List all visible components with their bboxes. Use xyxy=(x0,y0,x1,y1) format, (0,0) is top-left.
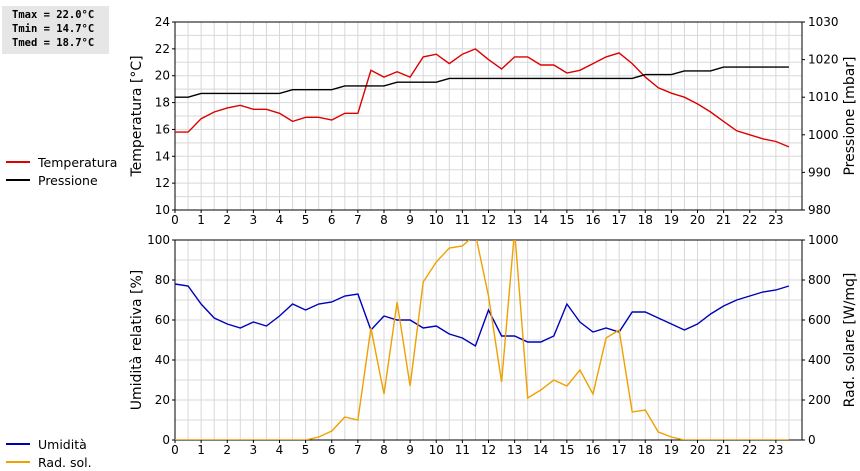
chart2-x-tick-label: 4 xyxy=(276,443,284,457)
chart2-x-tick-label: 23 xyxy=(768,443,783,457)
chart1-x-tick-label: 4 xyxy=(276,213,284,227)
tmin-label: Tmin = 14.7°C xyxy=(12,23,95,35)
legend-top: Temperatura Pressione xyxy=(6,153,117,189)
chart2-yl-tick-label: 60 xyxy=(155,313,170,327)
chart1-yl-tick-label: 24 xyxy=(155,15,170,29)
chart1-y2-axis-label: Pressione [mbar] xyxy=(842,56,858,175)
chart1-x-tick-label: 0 xyxy=(171,213,179,227)
chart1-yl-tick-label: 20 xyxy=(155,69,170,83)
chart1-y-axis-label: Temperatura [°C] xyxy=(129,55,145,177)
chart2-yr-tick-label: 400 xyxy=(808,353,831,367)
chart2-x-tick-label: 12 xyxy=(481,443,496,457)
chart2-yl-tick-label: 80 xyxy=(155,273,170,287)
chart2-x-tick-label: 16 xyxy=(585,443,600,457)
chart1-x-tick-label: 5 xyxy=(302,213,310,227)
legend-item-temperatura: Temperatura xyxy=(6,153,117,171)
chart1-yr-tick-label: 1030 xyxy=(808,15,839,29)
chart2-x-tick-label: 6 xyxy=(328,443,336,457)
chart2-yr-tick-label: 200 xyxy=(808,393,831,407)
chart2-x-tick-label: 0 xyxy=(171,443,179,457)
series-line-pressione xyxy=(175,66,789,98)
legend-swatch-rad-sol xyxy=(6,461,30,463)
stats-box: Tmax = 22.0°C Tmin = 14.7°C Tmed = 18.7°… xyxy=(2,6,109,54)
chart1-yl-tick-label: 14 xyxy=(155,149,170,163)
charts-canvas: 0 1 2 3 4 5 6 7 8 9 10 11 12 13 14 15 16 17 18 19 20 21 22 2310… xyxy=(129,15,858,457)
chart1-x-tick-label: 9 xyxy=(406,213,414,227)
chart1-x-tick-label: 22 xyxy=(742,213,757,227)
chart1-x-tick-label: 8 xyxy=(380,213,388,227)
chart2-yl-tick-label: 20 xyxy=(155,393,170,407)
chart1-yl-tick-label: 12 xyxy=(155,176,170,190)
chart1-yl-tick-label: 10 xyxy=(155,203,170,217)
chart2-y2-axis-label: Rad. solare [W/mq] xyxy=(842,273,858,408)
chart1-yl-tick-label: 22 xyxy=(155,42,170,56)
chart1-yr-tick-label: 990 xyxy=(808,165,831,179)
chart2-y-axis-label: Umidità relativa [%] xyxy=(129,270,145,411)
chart2-x-tick-label: 9 xyxy=(406,443,414,457)
chart1-yr-tick-label: 980 xyxy=(808,203,831,217)
chart1-x-tick-label: 16 xyxy=(585,213,600,227)
chart1-x-tick-label: 6 xyxy=(328,213,336,227)
tmed-label: Tmed = 18.7°C xyxy=(12,37,95,49)
legend-swatch-temperatura xyxy=(6,161,30,163)
chart1-x-tick-label: 2 xyxy=(223,213,231,227)
chart2-yr-tick-label: 0 xyxy=(808,433,816,447)
chart2-x-tick-label: 11 xyxy=(455,443,470,457)
chart2-yr-tick-label: 1000 xyxy=(808,233,839,247)
chart2-x-tick-label: 19 xyxy=(664,443,679,457)
legend-swatch-umidita xyxy=(6,443,30,445)
chart1-yl-tick-label: 18 xyxy=(155,96,170,110)
chart2-x-tick-label: 18 xyxy=(638,443,653,457)
chart1-x-tick-label: 19 xyxy=(664,213,679,227)
chart2-yl-tick-label: 100 xyxy=(147,233,170,247)
chart1-x-tick-label: 17 xyxy=(611,213,626,227)
legend-label-pressione: Pressione xyxy=(38,172,98,188)
legend-swatch-pressione xyxy=(6,179,30,181)
chart1-x-tick-label: 14 xyxy=(533,213,548,227)
series-line-temperatura xyxy=(175,48,790,148)
chart1-x-tick-label: 3 xyxy=(250,213,258,227)
chart1-x-tick-label: 12 xyxy=(481,213,496,227)
chart2-x-tick-label: 20 xyxy=(690,443,705,457)
chart1-yr-tick-label: 1020 xyxy=(808,53,839,67)
chart1-yr-tick-label: 1010 xyxy=(808,90,839,104)
chart1-x-tick-label: 10 xyxy=(429,213,444,227)
tmax-label: Tmax = 22.0°C xyxy=(12,9,95,21)
chart2-x-tick-label: 22 xyxy=(742,443,757,457)
chart2-x-tick-label: 10 xyxy=(429,443,444,457)
chart2-x-tick-label: 13 xyxy=(507,443,522,457)
chart1-x-tick-label: 7 xyxy=(354,213,362,227)
chart2-x-tick-label: 7 xyxy=(354,443,362,457)
legend-item-pressione: Pressione xyxy=(6,171,117,189)
chart2-x-tick-label: 2 xyxy=(223,443,231,457)
chart1-x-tick-label: 23 xyxy=(768,213,783,227)
chart1-x-tick-label: 1 xyxy=(197,213,205,227)
chart2-x-tick-label: 14 xyxy=(533,443,548,457)
chart2-x-tick-label: 8 xyxy=(380,443,388,457)
chart1-x-tick-label: 20 xyxy=(690,213,705,227)
chart2-x-tick-label: 21 xyxy=(716,443,731,457)
chart1-yr-tick-label: 1000 xyxy=(808,128,839,142)
chart2-yl-tick-label: 0 xyxy=(162,433,170,447)
chart2-yl-tick-label: 40 xyxy=(155,353,170,367)
chart2-x-tick-label: 15 xyxy=(559,443,574,457)
legend-label-temperatura: Temperatura xyxy=(38,154,118,170)
chart2-x-tick-label: 17 xyxy=(611,443,626,457)
chart2-yr-tick-label: 600 xyxy=(808,313,831,327)
chart1-x-tick-label: 18 xyxy=(638,213,653,227)
legend-label-umidita: Umidità xyxy=(38,436,87,452)
chart2-x-tick-label: 3 xyxy=(250,443,258,457)
series-line-umidit xyxy=(175,283,790,348)
chart1-yl-tick-label: 16 xyxy=(155,122,170,136)
chart2-x-tick-label: 5 xyxy=(302,443,310,457)
legend-item-umidita: Umidità xyxy=(6,435,92,453)
chart1-x-tick-label: 13 xyxy=(507,213,522,227)
chart2-yr-tick-label: 800 xyxy=(808,273,831,287)
chart1-x-tick-label: 15 xyxy=(559,213,574,227)
chart2-x-tick-label: 1 xyxy=(197,443,205,457)
series-line-rad-sol xyxy=(175,240,789,440)
chart1-x-tick-label: 11 xyxy=(455,213,470,227)
chart1-x-tick-label: 21 xyxy=(716,213,731,227)
